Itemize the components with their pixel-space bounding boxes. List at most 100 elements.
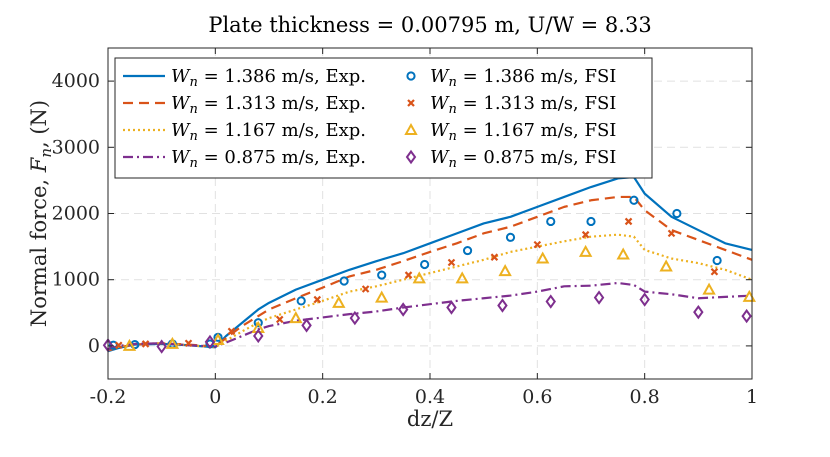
legend-label: Wn = 1.313 m/s, Exp.: [171, 93, 366, 117]
x-marker-stroke: [361, 285, 370, 293]
legend-marker-swatch: [404, 122, 418, 135]
data-point: [693, 304, 704, 320]
data-point: [349, 310, 361, 326]
data-point: [446, 300, 457, 315]
x-tick-label: 0: [209, 386, 221, 408]
data-point: [593, 290, 605, 305]
data-point: [204, 334, 216, 350]
data-point: [455, 271, 469, 284]
data-point: [156, 339, 167, 354]
data-point: [639, 292, 650, 307]
x-marker-stroke: [581, 230, 590, 239]
x-marker-stroke: [184, 339, 193, 348]
data-point: [339, 276, 349, 286]
data-point: [361, 285, 370, 293]
series-markers-7: [102, 290, 752, 354]
data-point: [141, 340, 150, 348]
legend-marker-swatch: [405, 149, 417, 165]
data-point: [412, 271, 426, 284]
data-point: [659, 259, 673, 272]
legend-label: Wn = 0.875 m/s, FSI: [430, 147, 616, 171]
data-point: [741, 308, 752, 324]
data-point: [578, 244, 593, 257]
data-point: [332, 295, 346, 308]
x-marker-stroke: [490, 253, 499, 261]
y-tick-label: 4000: [52, 70, 100, 92]
data-point: [536, 251, 550, 264]
data-point: [490, 253, 499, 261]
y-tick-label: 0: [88, 335, 100, 357]
data-point: [227, 327, 236, 336]
x-marker-stroke: [710, 267, 719, 276]
series-markers-4: [108, 195, 722, 350]
x-marker-stroke: [667, 229, 676, 238]
y-tick-label: 2000: [52, 203, 100, 225]
data-point: [420, 259, 430, 270]
data-point: [629, 195, 639, 205]
data-point: [546, 216, 556, 227]
x-marker-stroke: [141, 340, 150, 348]
axis-ticks: -0.2 0 0.2 0.4 0.6 0.8 1 0 1000 2000 3000 4000: [52, 48, 758, 408]
data-point: [377, 270, 387, 280]
data-point: [667, 229, 676, 238]
x-marker-stroke: [533, 240, 542, 249]
data-point: [545, 294, 556, 309]
data-point: [586, 216, 596, 227]
x-marker-stroke: [407, 99, 415, 107]
y-axis-label: Normal force, Fn, (N): [27, 100, 55, 327]
x-tick-label: 0.8: [630, 386, 660, 408]
legend-label: Wn = 0.875 m/s, Exp.: [171, 147, 366, 171]
data-point: [397, 302, 409, 317]
data-point: [301, 318, 312, 333]
series-line-2: [107, 233, 753, 351]
data-point: [462, 245, 473, 256]
data-point: [108, 340, 118, 350]
legend-box: [114, 57, 653, 179]
x-axis-label: dz/Z: [407, 407, 453, 431]
x-marker-stroke: [313, 295, 322, 304]
data-point: [672, 208, 682, 219]
data-point: [710, 267, 719, 276]
data-point: [712, 255, 722, 266]
data-point: [289, 311, 303, 324]
data-series: [102, 175, 757, 354]
data-point: [253, 328, 264, 344]
legend-label: Wn = 1.167 m/s, Exp.: [171, 120, 366, 144]
data-point: [624, 217, 633, 226]
x-marker-stroke: [404, 271, 413, 279]
x-marker-stroke: [624, 217, 633, 226]
x-marker-stroke: [275, 315, 284, 324]
data-point: [296, 296, 306, 306]
x-tick-label: 0.4: [415, 386, 445, 408]
legend-label: Wn = 1.167 m/s, FSI: [430, 120, 616, 144]
y-tick-label: 3000: [52, 136, 100, 158]
x-tick-label: 1: [746, 386, 758, 408]
legend-label: Wn = 1.386 m/s, FSI: [430, 66, 616, 90]
x-marker-stroke: [114, 341, 123, 350]
data-point: [533, 240, 542, 249]
data-point: [313, 295, 322, 304]
series-markers-5: [114, 217, 719, 350]
series-line-3: [107, 281, 753, 351]
data-point: [498, 264, 512, 277]
data-point: [114, 341, 123, 350]
data-point: [211, 332, 225, 345]
data-point: [275, 315, 284, 324]
data-point: [702, 282, 716, 295]
legend-label: Wn = 1.386 m/s, Exp.: [171, 66, 366, 90]
data-point: [184, 339, 193, 348]
data-point: [122, 338, 137, 351]
legend: Wn = 1.386 m/s, Exp. Wn = 1.313 m/s, Exp.…: [114, 57, 653, 179]
data-point: [253, 318, 263, 328]
data-point: [581, 230, 590, 239]
y-tick-label: 1000: [52, 269, 100, 291]
data-point: [505, 232, 516, 242]
data-point: [165, 336, 180, 349]
legend-marker-swatch: [407, 99, 415, 107]
data-point: [616, 247, 630, 260]
x-tick-label: 0.2: [308, 386, 338, 408]
x-tick-label: -0.2: [90, 386, 127, 408]
data-point: [447, 258, 456, 267]
